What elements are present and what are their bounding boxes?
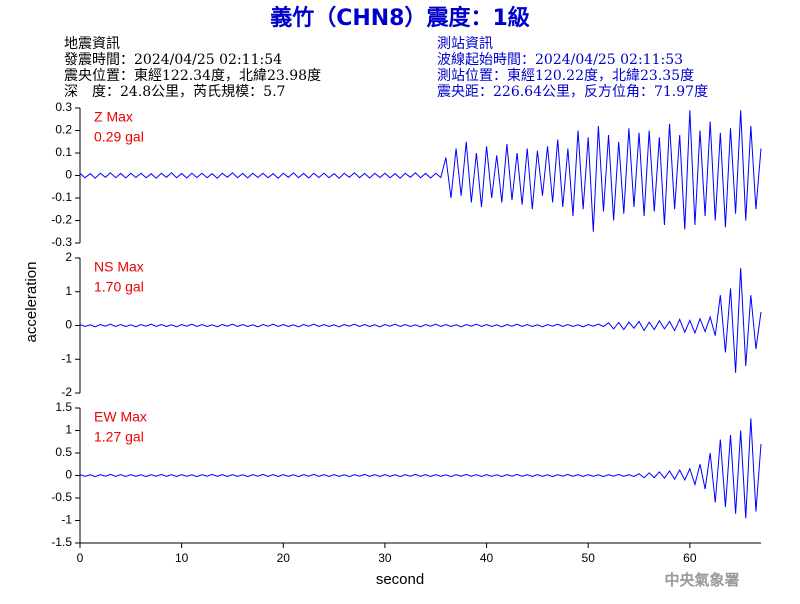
x-tick-label: 0: [77, 551, 84, 565]
event-info-line: 深 度：24.8公里，芮氏規模：5.7: [64, 83, 285, 100]
y-tick-label: -0.2: [51, 213, 72, 227]
y-tick-label: 1: [65, 423, 72, 437]
component-label: Z Max: [94, 109, 133, 125]
station-info: 測站資訊 波線起始時間：2024/04/25 02:11:53 測站位置：東經1…: [437, 36, 708, 100]
y-tick-label: -2: [61, 385, 72, 399]
y-axis-label: acceleration: [23, 262, 40, 343]
x-tick-label: 10: [175, 551, 189, 565]
station-info-line: 波線起始時間：2024/04/25 02:11:53: [437, 52, 683, 68]
y-tick-label: 0.3: [55, 100, 72, 114]
chart-title: 義竹（CHN8）震度：1級: [270, 5, 530, 31]
y-tick-label: 2: [65, 250, 72, 264]
y-tick-label: -1: [61, 351, 72, 365]
event-info-line: 震央位置：東經122.34度，北緯23.98度: [64, 68, 321, 84]
x-tick-label: 30: [378, 551, 392, 565]
station-info-line: 震央距：226.64公里，反方位角：71.97度: [437, 84, 708, 100]
y-tick-label: 0: [65, 468, 72, 482]
y-tick-label: 0.1: [55, 145, 72, 159]
y-tick-label: -0.3: [51, 235, 72, 249]
y-tick-label: 0: [65, 318, 72, 332]
y-tick-label: -0.1: [51, 190, 72, 204]
y-tick-label: 0.5: [55, 445, 72, 459]
y-tick-label: 1.5: [55, 400, 72, 414]
event-info-line: 發震時間：2024/04/25 02:11:54: [64, 52, 282, 68]
station-info-line: 測站資訊: [437, 36, 493, 52]
y-tick-label: -1: [61, 513, 72, 527]
waveform: [79, 268, 762, 373]
x-tick-label: 20: [277, 551, 291, 565]
y-tick-label: 0: [65, 168, 72, 182]
waveform: [79, 418, 762, 519]
max-label: 0.29 gal: [94, 129, 144, 145]
station-info-line: 測站位置：東經120.22度，北緯23.35度: [437, 68, 694, 84]
event-info-line: 地震資訊: [64, 36, 120, 52]
component-label: EW Max: [94, 409, 147, 425]
y-tick-label: 0.2: [55, 123, 72, 137]
component-label: NS Max: [94, 259, 144, 275]
x-tick-label: 50: [582, 551, 596, 565]
y-tick-label: -1.5: [51, 535, 72, 549]
max-label: 1.70 gal: [94, 279, 144, 295]
y-tick-label: -0.5: [51, 490, 72, 504]
watermark: 中央氣象署: [664, 571, 739, 589]
event-info: 地震資訊 發震時間：2024/04/25 02:11:54 震央位置：東經122…: [64, 36, 321, 100]
max-label: 1.27 gal: [94, 429, 144, 445]
x-tick-label: 40: [480, 551, 494, 565]
waveform: [79, 110, 762, 232]
x-axis-label: second: [376, 571, 424, 588]
x-tick-label: 60: [683, 551, 697, 565]
y-tick-label: 1: [65, 284, 72, 298]
